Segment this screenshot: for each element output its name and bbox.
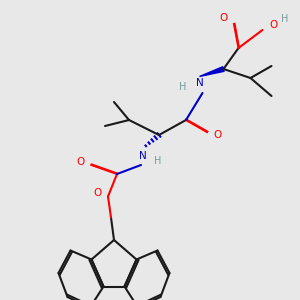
Text: O: O (269, 20, 277, 31)
Text: O: O (77, 157, 85, 167)
Polygon shape (200, 67, 224, 76)
Text: H: H (281, 14, 289, 25)
Text: N: N (139, 151, 146, 161)
Text: N: N (196, 78, 203, 88)
Text: H: H (179, 82, 187, 92)
Text: O: O (93, 188, 102, 199)
Text: O: O (213, 130, 222, 140)
Text: H: H (154, 155, 161, 166)
Text: O: O (219, 13, 228, 23)
